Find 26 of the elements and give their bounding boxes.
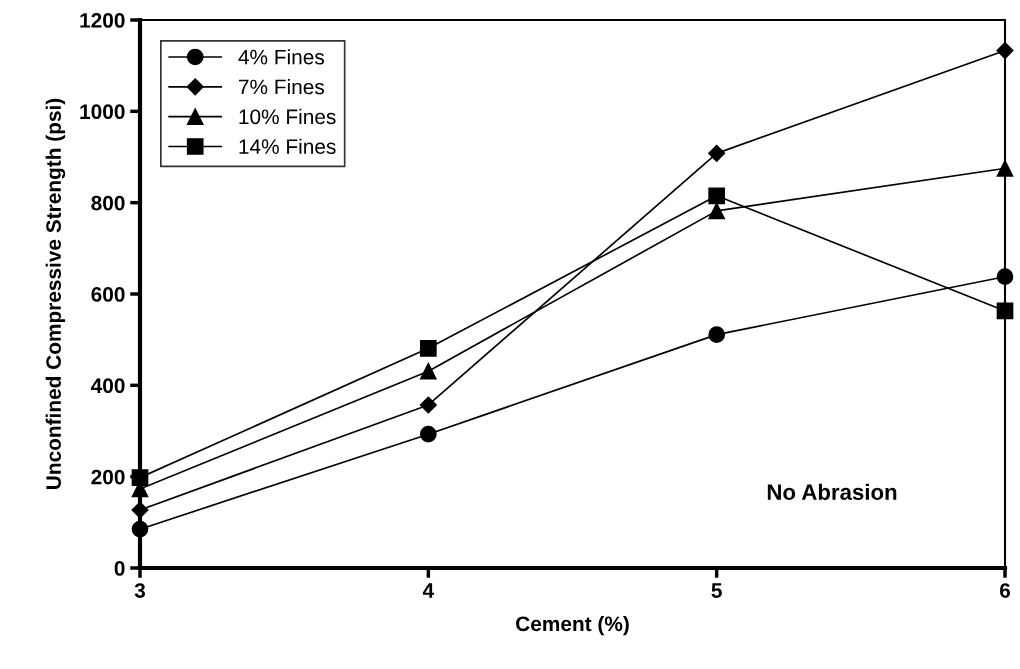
legend-label: 10% Fines (239, 108, 336, 125)
y-tick-label: 1200 (80, 13, 125, 28)
y-tick-label: 400 (90, 378, 125, 394)
x-tick-label: 4 (422, 583, 435, 598)
point (708, 202, 726, 220)
point (708, 187, 726, 205)
point (419, 362, 437, 380)
y-tick-label: 1000 (80, 104, 125, 120)
annotation: No Abrasion (767, 483, 897, 500)
x-tick-label: 5 (711, 583, 722, 598)
point (419, 396, 437, 414)
x-axis-title: Cement (%) (516, 615, 629, 636)
legend-label: 14% Fines (239, 138, 336, 154)
point (419, 425, 437, 443)
y-tick-label: 0 (114, 561, 125, 576)
y-axis-title: Unconfined Compressive Strength (psi) (45, 98, 66, 489)
legend-label: 4% Fines (238, 49, 325, 65)
point (708, 326, 726, 343)
y-tick-label: 200 (91, 469, 125, 485)
y-tick-label: 800 (91, 195, 125, 211)
point (708, 144, 726, 162)
x-tick-label: 3 (134, 583, 146, 598)
point (419, 340, 437, 357)
legend-label: 7% Fines (238, 79, 325, 95)
x-tick-label: 6 (999, 583, 1011, 598)
y-tick-label: 600 (91, 287, 125, 302)
